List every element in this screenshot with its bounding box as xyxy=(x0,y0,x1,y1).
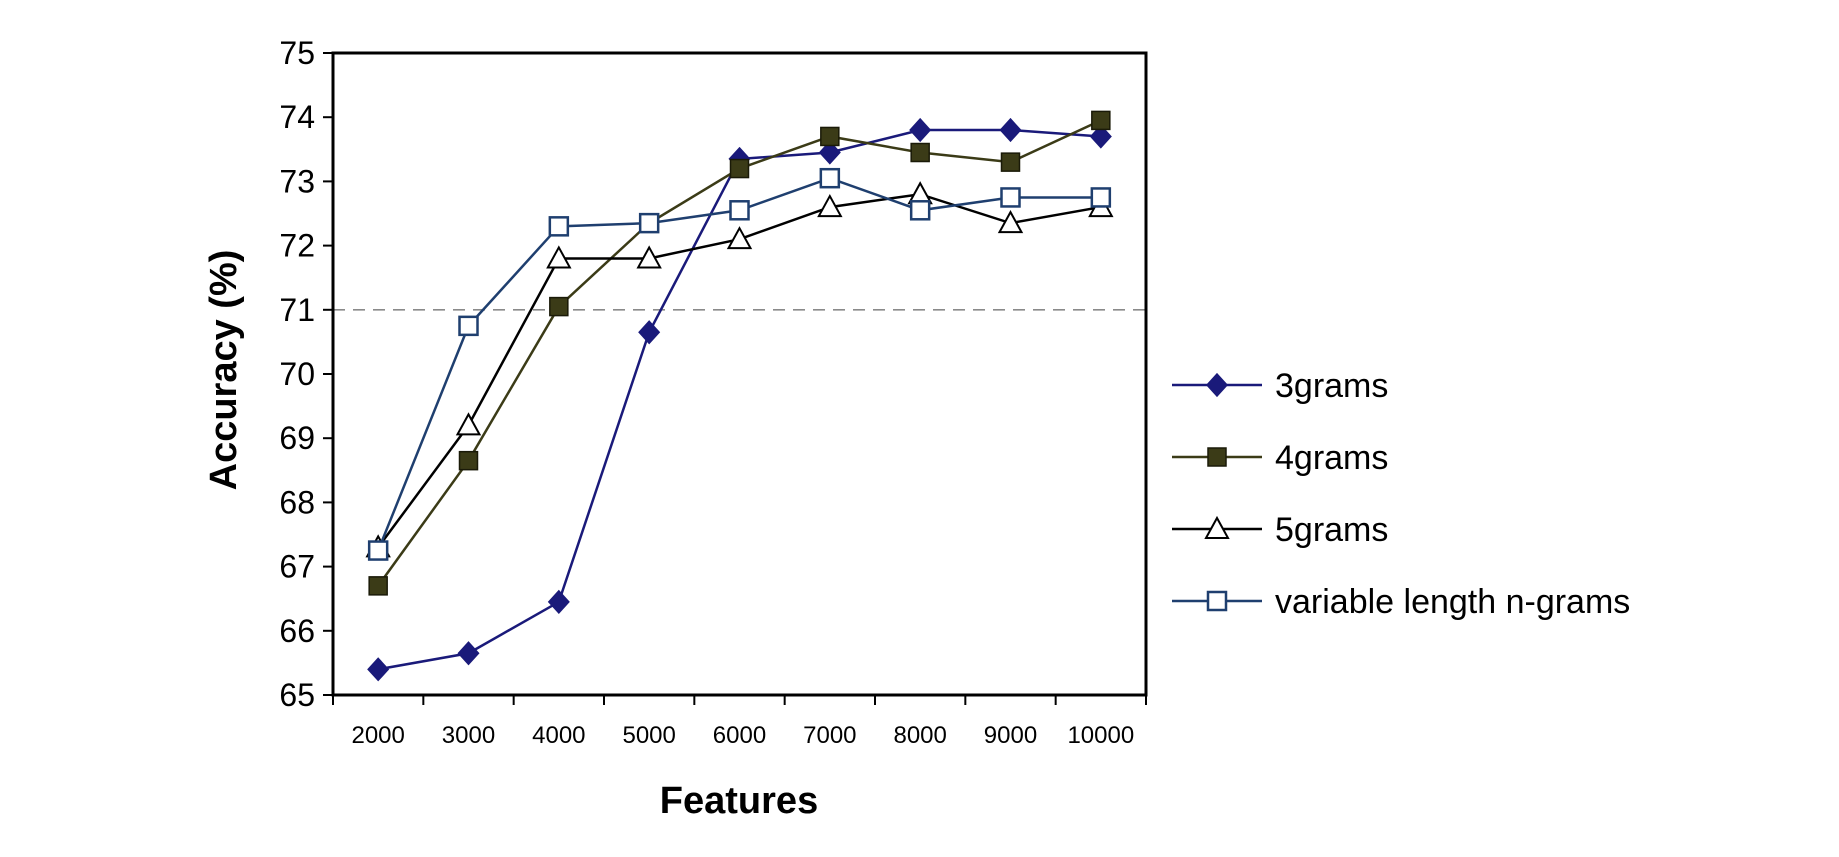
x-tick-label: 10000 xyxy=(1067,722,1134,749)
x-tick-label: 3000 xyxy=(442,722,495,749)
y-tick-label: 73 xyxy=(279,163,315,199)
legend: 3grams 4grams 5grams variable length n-gram… xyxy=(1172,367,1630,621)
data-point xyxy=(999,117,1022,143)
legend-entry-1: 4grams xyxy=(1172,439,1388,477)
legend-entry-2: 5grams xyxy=(1172,511,1388,549)
data-point xyxy=(1089,124,1112,149)
y-tick-label: 65 xyxy=(279,677,315,713)
data-point xyxy=(549,296,569,317)
y-tick-label: 70 xyxy=(279,356,315,392)
data-point xyxy=(367,540,389,561)
legend-label: 4grams xyxy=(1275,439,1388,477)
data-point xyxy=(818,140,841,165)
data-point xyxy=(1091,110,1111,131)
data-point xyxy=(458,450,479,471)
y-tick-label: 69 xyxy=(279,420,315,456)
legend-marker xyxy=(1206,590,1228,612)
data-point xyxy=(819,167,841,189)
data-point xyxy=(638,212,660,234)
data-point xyxy=(638,320,661,345)
data-point xyxy=(820,126,840,147)
legend-marker xyxy=(1207,447,1227,467)
data-point xyxy=(909,117,932,143)
data-point xyxy=(1090,187,1112,208)
y-tick-label: 66 xyxy=(279,613,315,649)
data-point xyxy=(1000,187,1021,208)
data-point xyxy=(910,142,930,163)
y-tick-label: 71 xyxy=(279,292,315,328)
x-tick-label: 5000 xyxy=(622,722,675,749)
data-point xyxy=(546,245,572,269)
legend-marker xyxy=(1204,515,1230,539)
data-point xyxy=(368,576,388,596)
legend-label: variable length n-grams xyxy=(1275,583,1630,621)
x-tick-label: 6000 xyxy=(713,722,766,749)
x-tick-label: 8000 xyxy=(893,722,946,749)
data-point xyxy=(458,315,479,337)
x-tick-label: 2000 xyxy=(351,722,404,749)
series-layer xyxy=(365,110,1114,682)
legend-entry-3: variable length n-grams xyxy=(1172,583,1630,621)
data-point xyxy=(636,245,662,269)
data-point xyxy=(455,412,482,436)
y-tick-label: 67 xyxy=(279,549,315,585)
data-point xyxy=(726,226,753,250)
legend-marker xyxy=(1205,372,1229,398)
legend-label: 5grams xyxy=(1275,511,1388,549)
y-tick-label: 74 xyxy=(279,99,315,135)
data-point xyxy=(909,200,931,221)
series-3 xyxy=(367,167,1112,561)
legend-label: 3grams xyxy=(1275,367,1388,405)
data-point xyxy=(1000,152,1021,172)
data-point xyxy=(817,194,843,218)
data-point xyxy=(457,641,480,666)
axes-layer: 65 66 67 68 69 70 71 72 73 74 75 2000 3000 4000 5000 60… xyxy=(279,35,1148,749)
data-point xyxy=(547,589,570,615)
data-point xyxy=(729,200,750,221)
y-tick-label: 75 xyxy=(279,35,315,71)
legend-entry-0: 3grams xyxy=(1172,367,1388,405)
x-tick-label: 7000 xyxy=(803,722,856,749)
y-tick-label: 68 xyxy=(279,484,315,520)
data-point xyxy=(548,216,570,237)
data-point xyxy=(367,657,390,682)
x-tick-label: 9000 xyxy=(984,722,1037,749)
data-point xyxy=(729,158,750,179)
x-axis-title: Features xyxy=(660,780,818,822)
x-tick-label: 4000 xyxy=(532,722,585,749)
y-tick-label: 72 xyxy=(279,228,315,264)
data-point xyxy=(997,210,1024,234)
y-axis-title: Accuracy (%) xyxy=(203,250,245,491)
